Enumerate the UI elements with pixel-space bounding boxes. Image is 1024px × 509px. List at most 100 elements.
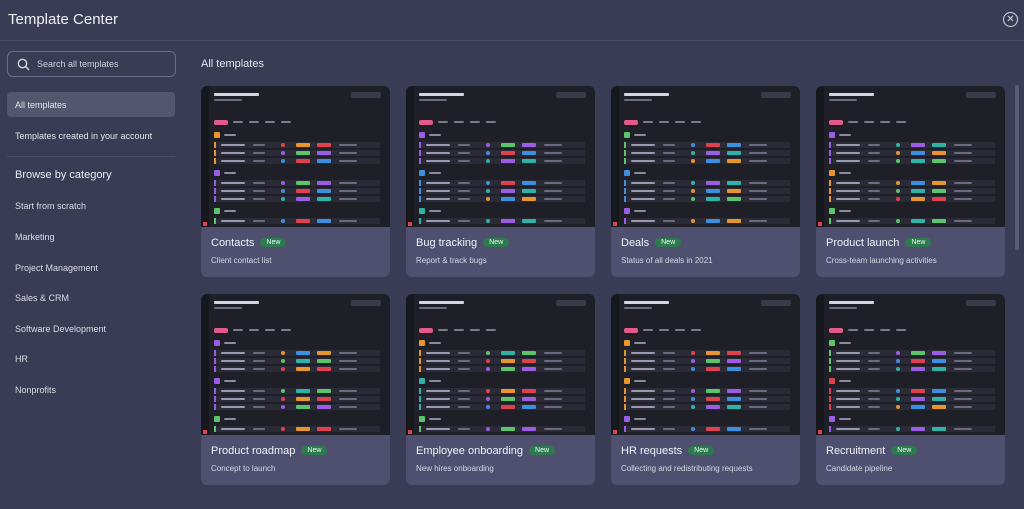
category-start-from-scratch[interactable]: Start from scratch (15, 201, 87, 211)
category-project-management[interactable]: Project Management (15, 263, 99, 273)
card-description: Client contact list (211, 256, 272, 265)
preview-row-cell (339, 398, 357, 400)
preview-row-cell (663, 406, 675, 408)
nav-account-templates[interactable]: Templates created in your account (15, 131, 153, 141)
preview-row-marker (829, 142, 831, 148)
preview-row-marker (829, 404, 831, 410)
category-software-development[interactable]: Software Development (15, 324, 107, 334)
preview-row-marker (214, 358, 216, 364)
preview-background (406, 294, 595, 435)
template-preview (406, 86, 595, 227)
preview-status-pill (932, 189, 946, 193)
preview-group-icon (624, 416, 630, 422)
preview-status-pill (932, 351, 946, 355)
preview-row-cell (458, 360, 470, 362)
template-card-hr-requests[interactable]: HR requests New Collecting and redistribu… (611, 294, 800, 485)
preview-row-text (836, 398, 860, 400)
preview-status-pill (727, 197, 741, 201)
preview-status-pill (317, 181, 331, 185)
preview-row-text (836, 182, 860, 184)
preview-row-text (221, 182, 245, 184)
preview-row-cell (868, 368, 880, 370)
preview-row-cell (544, 360, 562, 362)
template-card-bug-tracking[interactable]: Bug tracking New Report & track bugs (406, 86, 595, 277)
preview-status-dot (486, 405, 490, 409)
preview-row-cell (663, 398, 675, 400)
preview-status-dot (281, 159, 285, 163)
preview-row-text (221, 190, 245, 192)
category-hr[interactable]: HR (15, 354, 28, 364)
preview-row-cell (253, 368, 265, 370)
preview-group-label (634, 380, 646, 382)
preview-group-label (429, 380, 441, 382)
preview-status-pill (932, 143, 946, 147)
preview-row-marker (624, 366, 626, 372)
scrollbar[interactable] (1015, 85, 1019, 250)
preview-sidebar-strip (611, 294, 619, 435)
preview-status-dot (486, 159, 490, 163)
preview-row-cell (458, 352, 470, 354)
preview-toolbar-item (265, 329, 275, 331)
preview-status-dot (691, 427, 695, 431)
preview-status-pill (522, 397, 536, 401)
new-badge: New (688, 446, 715, 455)
template-card-product-launch[interactable]: Product launch New Cross-team launching a… (816, 86, 1005, 277)
template-card-deals[interactable]: Deals New Status of all deals in 2021 (611, 86, 800, 277)
preview-group-label (429, 172, 441, 174)
category-sales-crm[interactable]: Sales & CRM (15, 293, 70, 303)
nav-all-templates[interactable]: All templates (7, 92, 175, 117)
template-card-product-roadmap[interactable]: Product roadmap New Concept to launch (201, 294, 390, 485)
preview-row-cell (544, 220, 562, 222)
preview-title-line (624, 301, 669, 304)
preview-status-pill (296, 351, 310, 355)
preview-toolbar-button (761, 92, 791, 98)
preview-toolbar-item (486, 121, 496, 123)
preview-row-cell (253, 182, 265, 184)
preview-row-text (426, 160, 450, 162)
template-card-employee-onboarding[interactable]: Employee onboarding New New hires onboard… (406, 294, 595, 485)
preview-row-cell (663, 160, 675, 162)
category-marketing[interactable]: Marketing (15, 232, 55, 242)
preview-row-text (221, 398, 245, 400)
preview-toolbar-item (880, 329, 890, 331)
preview-status-pill (932, 389, 946, 393)
preview-status-pill (296, 405, 310, 409)
preview-group-label (839, 342, 851, 344)
preview-group-icon (829, 378, 835, 384)
preview-toolbar-item (643, 121, 653, 123)
preview-row-cell (544, 428, 562, 430)
preview-status-dot (486, 197, 490, 201)
close-button[interactable]: ✕ (1003, 12, 1018, 27)
preview-row-marker (829, 218, 831, 224)
main-title: All templates (201, 58, 264, 70)
preview-row-text (836, 190, 860, 192)
preview-toolbar-item (454, 329, 464, 331)
preview-toolbar-item (486, 329, 496, 331)
preview-status-pill (911, 397, 925, 401)
preview-toolbar-item (281, 329, 291, 331)
preview-row-cell (544, 182, 562, 184)
preview-row-cell (458, 182, 470, 184)
preview-toolbar-item (233, 121, 243, 123)
preview-group-icon (419, 208, 425, 214)
preview-status-pill (932, 367, 946, 371)
preview-row-cell (339, 220, 357, 222)
preview-status-dot (486, 189, 490, 193)
template-card-recruitment[interactable]: Recruitment New Candidate pipeline (816, 294, 1005, 485)
preview-row-marker (624, 218, 626, 224)
preview-row-marker (214, 388, 216, 394)
preview-status-dot (896, 151, 900, 155)
preview-group-label (634, 172, 646, 174)
preview-row-marker (214, 196, 216, 202)
preview-toolbar-item (896, 329, 906, 331)
search-input[interactable]: Search all templates (7, 51, 176, 77)
category-nonprofits[interactable]: Nonprofits (15, 385, 57, 395)
preview-new-item-button (214, 328, 228, 333)
preview-status-pill (317, 367, 331, 371)
preview-status-pill (522, 405, 536, 409)
preview-row-marker (419, 188, 421, 194)
preview-row-text (631, 144, 655, 146)
preview-status-pill (727, 219, 741, 223)
template-card-contacts[interactable]: Contacts New Client contact list (201, 86, 390, 277)
preview-row-cell (544, 152, 562, 154)
